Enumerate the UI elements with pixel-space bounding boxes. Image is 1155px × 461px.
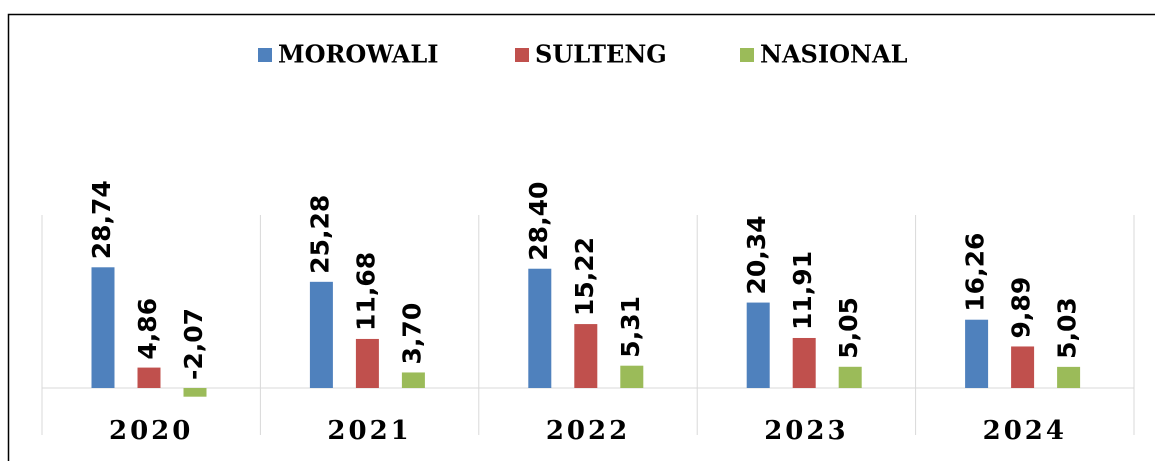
bar xyxy=(309,281,333,388)
legend-label: SULTENG xyxy=(535,40,667,69)
bar xyxy=(1011,346,1035,388)
bar xyxy=(355,338,379,388)
legend-swatch xyxy=(740,48,754,62)
data-label: -2,07 xyxy=(179,308,208,380)
data-label: 9,89 xyxy=(1007,277,1036,339)
data-label: 3,70 xyxy=(397,303,426,365)
bar xyxy=(137,367,161,388)
data-label: 11,68 xyxy=(351,252,380,331)
bar xyxy=(91,267,115,388)
data-label: 5,31 xyxy=(616,296,645,358)
x-tick-label: 2021 xyxy=(327,416,411,446)
x-tick-label: 2022 xyxy=(546,416,630,446)
data-label: 15,22 xyxy=(570,237,599,316)
bar xyxy=(574,324,598,388)
data-label: 5,03 xyxy=(1053,297,1082,359)
legend-label: NASIONAL xyxy=(760,40,908,69)
bar xyxy=(620,365,644,388)
data-label: 25,28 xyxy=(305,195,334,274)
data-label: 28,40 xyxy=(524,182,553,261)
legend-swatch xyxy=(515,48,529,62)
bar xyxy=(792,337,816,388)
bar xyxy=(401,372,425,388)
chart-border xyxy=(7,13,1155,461)
legend-swatch xyxy=(258,48,272,62)
bar xyxy=(746,302,770,388)
x-tick-label: 2024 xyxy=(983,416,1067,446)
data-label: 20,34 xyxy=(742,215,771,294)
legend-label: MOROWALI xyxy=(278,40,438,69)
x-tick-label: 2020 xyxy=(109,416,193,446)
bar xyxy=(838,366,862,388)
bar xyxy=(965,319,989,388)
bar xyxy=(1057,366,1081,388)
x-tick-label: 2023 xyxy=(764,416,848,446)
data-label: 16,26 xyxy=(961,233,990,312)
data-label: 28,74 xyxy=(87,180,116,259)
bar xyxy=(183,388,207,397)
data-label: 11,91 xyxy=(788,251,817,330)
data-label: 5,05 xyxy=(834,297,863,359)
bar xyxy=(528,268,552,388)
data-label: 4,86 xyxy=(133,298,162,360)
